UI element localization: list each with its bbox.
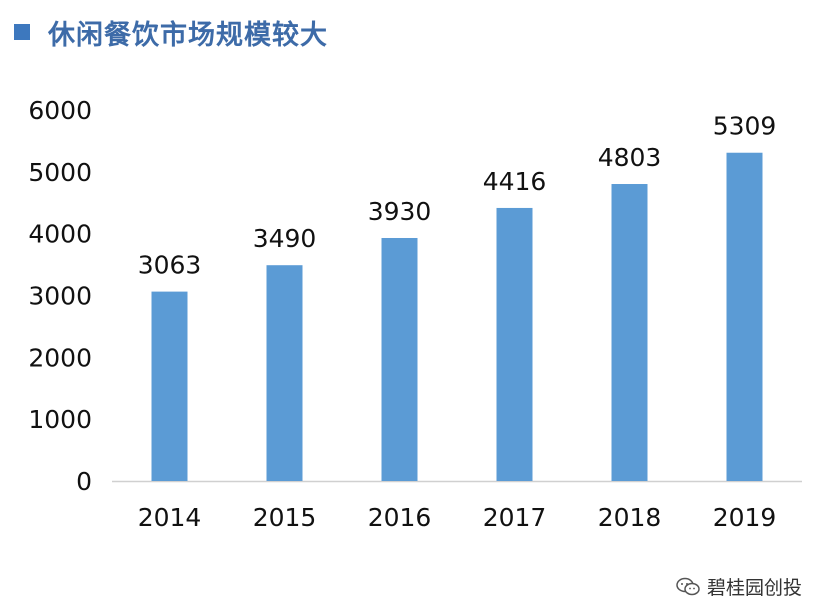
square-bullet-icon [14, 24, 30, 40]
chart-title: 休闲餐饮市场规模较大 [48, 19, 328, 51]
y-tick-label: 4000 [28, 220, 92, 249]
data-label: 3490 [253, 224, 317, 253]
y-tick-label: 1000 [28, 405, 92, 434]
bar [151, 291, 188, 481]
bar [726, 152, 763, 481]
y-tick-label: 6000 [28, 96, 92, 125]
y-tick-label: 5000 [28, 158, 92, 187]
watermark: 碧桂园创投 [675, 573, 802, 600]
x-tick-label: 2015 [253, 503, 317, 532]
x-tick-label: 2017 [483, 503, 547, 532]
data-label: 4803 [598, 143, 662, 172]
x-tick-label: 2014 [138, 503, 202, 532]
wechat-logo-icon [676, 577, 700, 595]
bar [496, 207, 533, 481]
bar [381, 237, 418, 481]
x-tick-label: 2018 [598, 503, 662, 532]
data-label: 4416 [483, 167, 547, 196]
bar [611, 184, 648, 481]
data-label: 3063 [138, 251, 202, 280]
chart-title-row: 休闲餐饮市场规模较大 [14, 12, 328, 52]
data-label: 5309 [713, 112, 777, 141]
x-tick-label: 2019 [713, 503, 777, 532]
y-tick-label: 2000 [28, 343, 92, 372]
x-tick-label: 2016 [368, 503, 432, 532]
watermark-text: 碧桂园创投 [706, 577, 802, 599]
y-tick-label: 3000 [28, 282, 92, 311]
y-tick-label: 0 [76, 467, 92, 496]
data-label: 3930 [368, 197, 432, 226]
bar [266, 265, 303, 481]
